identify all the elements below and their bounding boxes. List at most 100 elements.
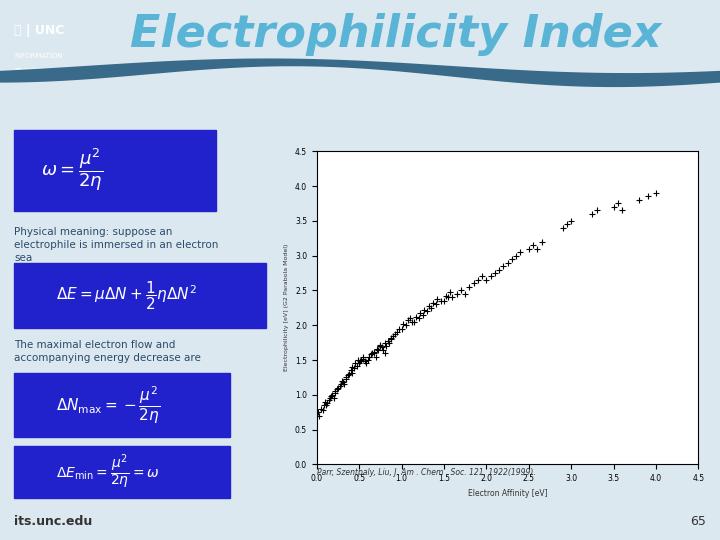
Point [440, 292, 451, 300]
Point [408, 318, 420, 326]
Point [616, 206, 628, 215]
Point [423, 301, 434, 310]
Point [417, 310, 428, 319]
Point [410, 313, 422, 321]
Point [557, 224, 569, 232]
Point [650, 188, 662, 197]
Point [374, 342, 386, 350]
Point [468, 279, 480, 288]
Point [406, 318, 418, 327]
FancyBboxPatch shape [14, 373, 230, 437]
Point [336, 376, 348, 385]
Point [340, 375, 351, 384]
Point [348, 364, 360, 373]
Point [472, 275, 484, 284]
Point [372, 345, 383, 353]
Text: 65: 65 [690, 515, 706, 528]
Point [396, 325, 408, 333]
Point [523, 244, 534, 253]
Point [345, 366, 356, 375]
Point [383, 338, 395, 347]
Point [515, 248, 526, 256]
Point [379, 339, 391, 348]
Point [498, 262, 509, 271]
Point [343, 369, 355, 378]
Point [314, 411, 325, 420]
Point [331, 385, 343, 394]
Point [389, 329, 400, 338]
Point [312, 408, 324, 416]
Point [392, 328, 403, 336]
Point [387, 332, 399, 340]
Point [377, 345, 389, 354]
Point [397, 320, 409, 328]
Point [477, 272, 488, 281]
Point [366, 349, 378, 357]
Point [346, 363, 358, 372]
Point [481, 275, 492, 284]
Point [438, 296, 450, 305]
Point [372, 345, 384, 354]
Point [317, 406, 328, 414]
Point [444, 287, 456, 296]
Point [374, 340, 385, 349]
Point [381, 342, 392, 350]
FancyBboxPatch shape [14, 263, 266, 328]
Point [355, 356, 366, 364]
Text: Parr, Szentpaly, Liu, J. Am . Chem . Soc. 121, 1922(1999).: Parr, Szentpaly, Liu, J. Am . Chem . Soc… [317, 468, 536, 477]
Point [320, 397, 331, 406]
Point [349, 359, 361, 368]
Point [323, 396, 334, 404]
Point [565, 217, 577, 225]
Point [419, 306, 431, 314]
Point [354, 357, 366, 366]
Point [464, 282, 475, 291]
Point [321, 399, 333, 408]
Point [369, 349, 380, 357]
Point [370, 352, 382, 361]
Point [400, 321, 412, 329]
Point [455, 286, 467, 295]
Point [352, 356, 364, 364]
Y-axis label: Electrophilicity [eV] (G2 Parabola Model): Electrophilicity [eV] (G2 Parabola Model… [284, 244, 289, 372]
Point [362, 356, 374, 364]
Point [324, 394, 336, 403]
Point [485, 272, 496, 281]
Text: Physical meaning: suppose an
electrophile is immersed in an electron
sea: Physical meaning: suppose an electrophil… [14, 227, 219, 263]
Text: TECHNOLOGY SERVICES: TECHNOLOGY SERVICES [14, 68, 97, 74]
Point [502, 258, 513, 267]
Text: ⬜ | UNC: ⬜ | UNC [14, 24, 65, 37]
Point [634, 195, 645, 204]
Point [320, 400, 332, 409]
Point [612, 199, 624, 208]
Polygon shape [0, 58, 720, 97]
Point [354, 359, 365, 368]
Point [489, 269, 500, 278]
Point [405, 314, 416, 322]
Point [351, 361, 362, 370]
Point [382, 336, 394, 345]
Point [413, 314, 424, 322]
Point [443, 293, 454, 302]
Point [338, 380, 350, 389]
Point [642, 192, 653, 201]
FancyBboxPatch shape [14, 130, 216, 211]
Text: INFORMATION: INFORMATION [14, 53, 63, 59]
Text: $\Delta E = \mu \Delta N + \dfrac{1}{2}\eta \Delta N^2$: $\Delta E = \mu \Delta N + \dfrac{1}{2}\… [55, 279, 197, 312]
Point [587, 210, 598, 218]
Point [459, 289, 471, 298]
Point [365, 350, 377, 359]
Point [368, 347, 379, 356]
Point [359, 357, 371, 366]
Text: $\Delta N_{\max} = -\dfrac{\mu^2}{2\eta}$: $\Delta N_{\max} = -\dfrac{\mu^2}{2\eta}… [56, 384, 160, 426]
Point [446, 293, 458, 302]
Point [343, 371, 354, 380]
Point [421, 307, 433, 315]
Point [358, 352, 369, 361]
Point [318, 401, 329, 409]
Text: The maximal electron flow and
accompanying energy decrease are: The maximal electron flow and accompanyi… [14, 340, 202, 363]
Point [531, 244, 543, 253]
Point [386, 335, 397, 343]
Point [330, 387, 341, 396]
Point [335, 380, 346, 389]
